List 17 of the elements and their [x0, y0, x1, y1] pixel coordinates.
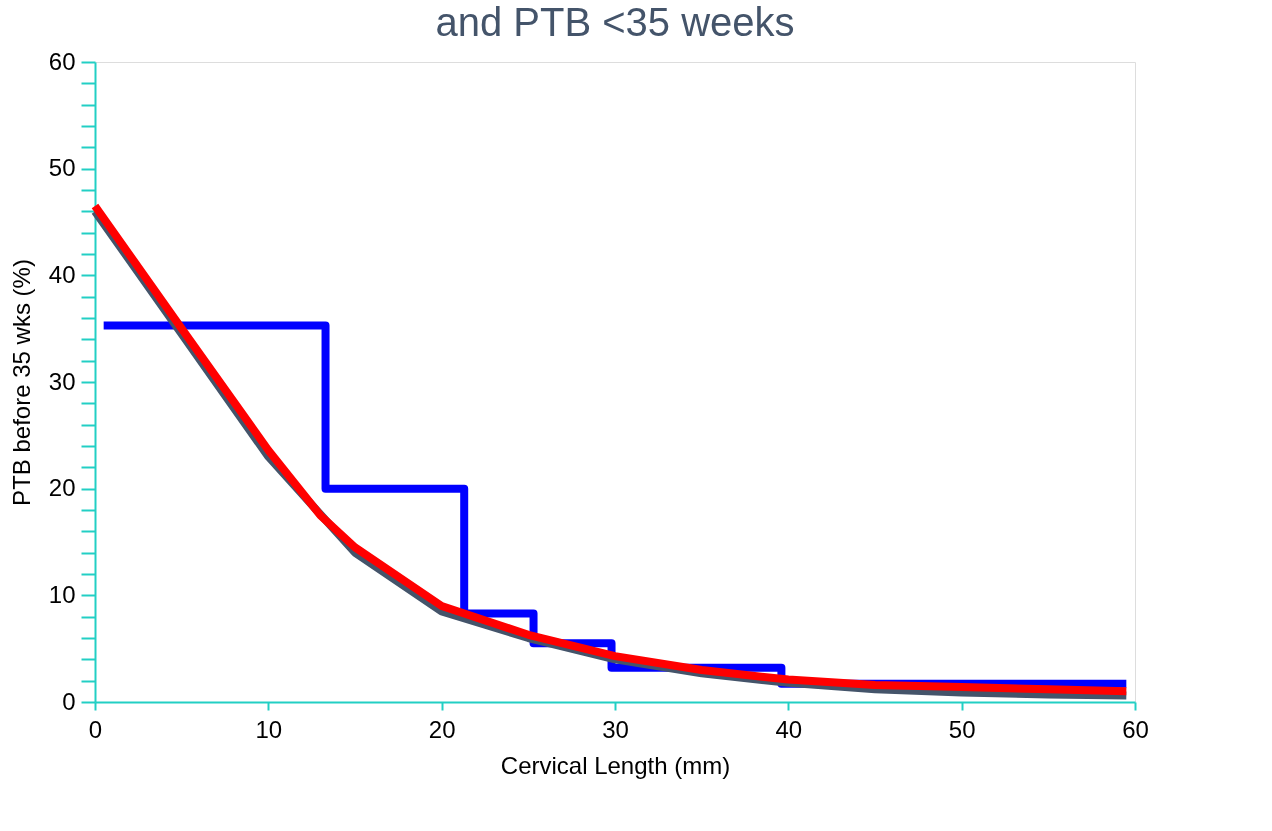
x-tick-label: 0	[88, 715, 103, 743]
chart-title: and PTB <35 weeks	[435, 0, 795, 44]
y-tick-label: 50	[48, 154, 76, 182]
x-tick-label: 20	[428, 715, 456, 743]
y-tick-label: 60	[48, 47, 76, 75]
y-tick-label: 0	[62, 687, 76, 715]
y-axis-title: PTB before 35 wks (%)	[7, 259, 35, 506]
x-tick-label: 50	[948, 715, 976, 743]
x-tick-label: 40	[775, 715, 803, 743]
x-axis-title: Cervical Length (mm)	[500, 751, 731, 779]
y-tick-label: 20	[48, 474, 76, 502]
x-tick-label: 60	[1122, 715, 1149, 743]
y-tick-label: 40	[48, 260, 76, 288]
y-tick-label: 10	[48, 580, 76, 608]
x-tick-label: 30	[602, 715, 629, 743]
y-tick-label: 30	[48, 367, 76, 395]
x-tick-label: 10	[255, 715, 283, 743]
